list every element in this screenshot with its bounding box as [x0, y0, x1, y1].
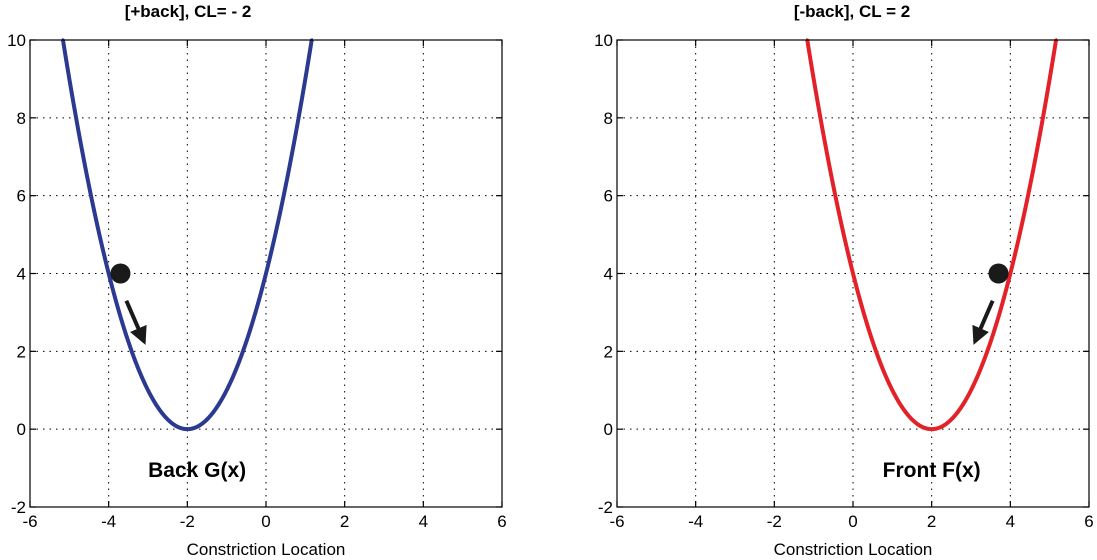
left-plot-x-tick-label: 4 — [419, 512, 428, 531]
left-plot-curve-layer — [60, 38, 314, 432]
left-plot-panel: [+back], CL= - 2 -6 -4 -2 0 2 4 6 -2 0 2 4 6 8 10 Co… — [7, 2, 507, 559]
right-plot-x-tick-label: -4 — [688, 512, 703, 531]
left-plot-y-tick-label: 10 — [7, 31, 26, 50]
left-plot-x-tick-label: 2 — [340, 512, 349, 531]
left-plot-ball — [110, 263, 131, 284]
left-plot-x-tick-label: 0 — [261, 512, 270, 531]
left-plot-x-tick-label: 6 — [497, 512, 506, 531]
left-plot-x-tick-label: -6 — [22, 512, 37, 531]
left-plot-y-tick-label: 6 — [17, 187, 26, 206]
right-plot-ticks — [616, 39, 1090, 508]
right-plot-curve — [805, 38, 1059, 432]
right-plot-x-tick-label: -6 — [609, 512, 624, 531]
right-plot-curve-label: Front F(x) — [883, 459, 981, 482]
right-plot-x-tick-labels: -6 -4 -2 0 2 4 6 — [609, 512, 1093, 531]
right-plot-panel: [-back], CL = 2 -6 -4 -2 0 2 4 6 -2 0 2 4 6 8 10 Con… — [594, 2, 1094, 559]
right-plot-grid — [617, 40, 1089, 507]
left-plot-x-tick-label: -2 — [180, 512, 195, 531]
right-plot-arrow — [972, 299, 995, 345]
right-plot-y-tick-label: 10 — [594, 31, 613, 50]
right-plot-y-tick-labels: -2 0 2 4 6 8 10 — [594, 31, 613, 517]
right-plot-y-tick-label: 0 — [604, 420, 613, 439]
right-plot-x-tick-label: 0 — [848, 512, 857, 531]
right-plot-y-tick-label: 6 — [604, 187, 613, 206]
right-plot-x-axis-label: Constriction Location — [774, 540, 933, 559]
right-plot-annotations — [972, 263, 1009, 345]
right-plot-y-tick-label: -2 — [598, 498, 613, 517]
right-plot-y-tick-label: 8 — [604, 109, 613, 128]
left-plot-x-tick-labels: -6 -4 -2 0 2 4 6 — [22, 512, 506, 531]
right-plot-x-tick-label: 4 — [1006, 512, 1015, 531]
right-plot-curve-layer — [805, 38, 1059, 432]
right-plot-x-tick-label: -2 — [767, 512, 782, 531]
left-plot-y-tick-label: -2 — [11, 498, 26, 517]
left-plot-y-tick-label: 8 — [17, 109, 26, 128]
left-plot-curve — [60, 38, 314, 432]
right-plot-x-tick-label: 2 — [927, 512, 936, 531]
right-plot-x-tick-label: 6 — [1084, 512, 1093, 531]
left-plot-annotations — [110, 263, 147, 345]
left-plot-y-tick-label: 0 — [17, 420, 26, 439]
left-plot-arrow — [124, 299, 147, 345]
right-plot-ball — [988, 263, 1009, 284]
right-plot-y-tick-label: 2 — [604, 342, 613, 361]
left-plot-curve-label: Back G(x) — [148, 459, 246, 482]
left-plot-x-axis-label: Constriction Location — [187, 540, 346, 559]
left-plot-ticks — [29, 39, 503, 508]
right-plot-y-tick-label: 4 — [604, 265, 613, 284]
right-plot-title: [-back], CL = 2 — [794, 2, 910, 21]
left-plot-y-tick-labels: -2 0 2 4 6 8 10 — [7, 31, 26, 517]
left-plot-x-tick-label: -4 — [101, 512, 116, 531]
left-plot-title: [+back], CL= - 2 — [125, 2, 252, 21]
left-plot-y-tick-label: 2 — [17, 342, 26, 361]
left-plot-y-tick-label: 4 — [17, 265, 26, 284]
